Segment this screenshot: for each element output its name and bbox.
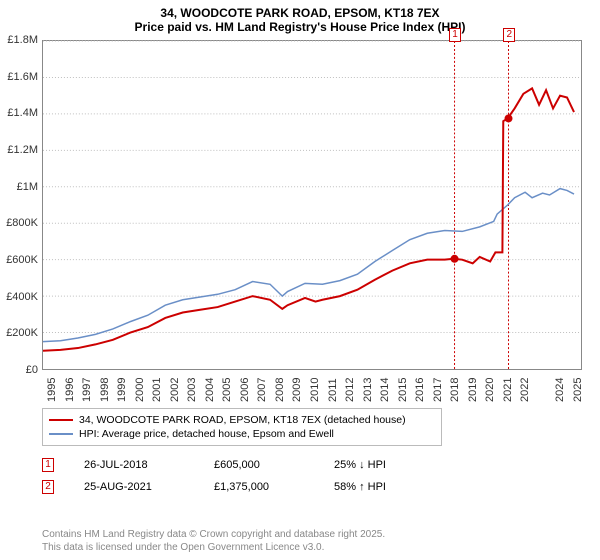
y-tick-label: £400K bbox=[0, 291, 38, 303]
legend-label: 34, WOODCOTE PARK ROAD, EPSOM, KT18 7EX … bbox=[79, 414, 406, 426]
event-marker-box: 1 bbox=[449, 28, 461, 42]
chart-svg bbox=[43, 41, 581, 369]
x-tick-label: 1998 bbox=[99, 378, 111, 402]
x-tick-label: 2013 bbox=[362, 378, 374, 402]
event-table: 1 26-JUL-2018 £605,000 25% ↓ HPI 2 25-AU… bbox=[42, 454, 424, 498]
legend-label: HPI: Average price, detached house, Epso… bbox=[79, 428, 334, 440]
y-tick-label: £600K bbox=[0, 254, 38, 266]
event-price: £605,000 bbox=[214, 459, 304, 471]
y-tick-label: £200K bbox=[0, 327, 38, 339]
x-tick-label: 2017 bbox=[432, 378, 444, 402]
y-tick-label: £0 bbox=[0, 364, 38, 376]
chart-title-1: 34, WOODCOTE PARK ROAD, EPSOM, KT18 7EX bbox=[0, 0, 600, 20]
plot-area bbox=[42, 40, 582, 370]
x-tick-label: 2006 bbox=[239, 378, 251, 402]
x-tick-label: 2004 bbox=[204, 378, 216, 402]
x-tick-label: 2001 bbox=[151, 378, 163, 402]
event-delta: 58% ↑ HPI bbox=[334, 481, 424, 493]
x-tick-label: 2005 bbox=[221, 378, 233, 402]
event-price: £1,375,000 bbox=[214, 481, 304, 493]
x-tick-label: 2020 bbox=[484, 378, 496, 402]
x-tick-label: 2016 bbox=[414, 378, 426, 402]
x-tick-label: 1995 bbox=[46, 378, 58, 402]
event-number-box: 1 bbox=[42, 458, 54, 472]
x-tick-label: 2014 bbox=[379, 378, 391, 402]
x-tick-label: 2011 bbox=[327, 378, 339, 402]
y-tick-label: £1.6M bbox=[0, 71, 38, 83]
x-tick-label: 2019 bbox=[467, 378, 479, 402]
x-tick-label: 2022 bbox=[519, 378, 531, 402]
event-row: 2 25-AUG-2021 £1,375,000 58% ↑ HPI bbox=[42, 476, 424, 498]
footer-line: This data is licensed under the Open Gov… bbox=[42, 541, 385, 554]
y-tick-label: £1M bbox=[0, 181, 38, 193]
x-tick-label: 2007 bbox=[256, 378, 268, 402]
legend-item-price: 34, WOODCOTE PARK ROAD, EPSOM, KT18 7EX … bbox=[49, 413, 435, 427]
event-date: 26-JUL-2018 bbox=[84, 459, 184, 471]
x-tick-label: 2012 bbox=[344, 378, 356, 402]
footer-line: Contains HM Land Registry data © Crown c… bbox=[42, 528, 385, 541]
legend-swatch-icon bbox=[49, 419, 73, 421]
x-tick-label: 2008 bbox=[274, 378, 286, 402]
x-tick-label: 2025 bbox=[572, 378, 584, 402]
event-date: 25-AUG-2021 bbox=[84, 481, 184, 493]
x-tick-label: 2015 bbox=[397, 378, 409, 402]
legend: 34, WOODCOTE PARK ROAD, EPSOM, KT18 7EX … bbox=[42, 408, 442, 446]
event-marker-box: 2 bbox=[503, 28, 515, 42]
legend-item-hpi: HPI: Average price, detached house, Epso… bbox=[49, 427, 435, 441]
event-row: 1 26-JUL-2018 £605,000 25% ↓ HPI bbox=[42, 454, 424, 476]
x-tick-label: 2000 bbox=[134, 378, 146, 402]
x-tick-label: 1999 bbox=[116, 378, 128, 402]
legend-swatch-icon bbox=[49, 433, 73, 435]
event-delta: 25% ↓ HPI bbox=[334, 459, 424, 471]
y-tick-label: £1.4M bbox=[0, 107, 38, 119]
x-tick-label: 2018 bbox=[449, 378, 461, 402]
y-tick-label: £800K bbox=[0, 217, 38, 229]
y-tick-label: £1.2M bbox=[0, 144, 38, 156]
event-number-box: 2 bbox=[42, 480, 54, 494]
x-tick-label: 1996 bbox=[64, 378, 76, 402]
x-tick-label: 2002 bbox=[169, 378, 181, 402]
x-tick-label: 1997 bbox=[81, 378, 93, 402]
footer: Contains HM Land Registry data © Crown c… bbox=[42, 528, 385, 554]
x-tick-label: 2021 bbox=[502, 378, 514, 402]
x-tick-label: 2009 bbox=[291, 378, 303, 402]
x-tick-label: 2003 bbox=[186, 378, 198, 402]
x-tick-label: 2010 bbox=[309, 378, 321, 402]
x-tick-label: 2024 bbox=[554, 378, 566, 402]
y-tick-label: £1.8M bbox=[0, 34, 38, 46]
chart-container: 34, WOODCOTE PARK ROAD, EPSOM, KT18 7EX … bbox=[0, 0, 600, 560]
